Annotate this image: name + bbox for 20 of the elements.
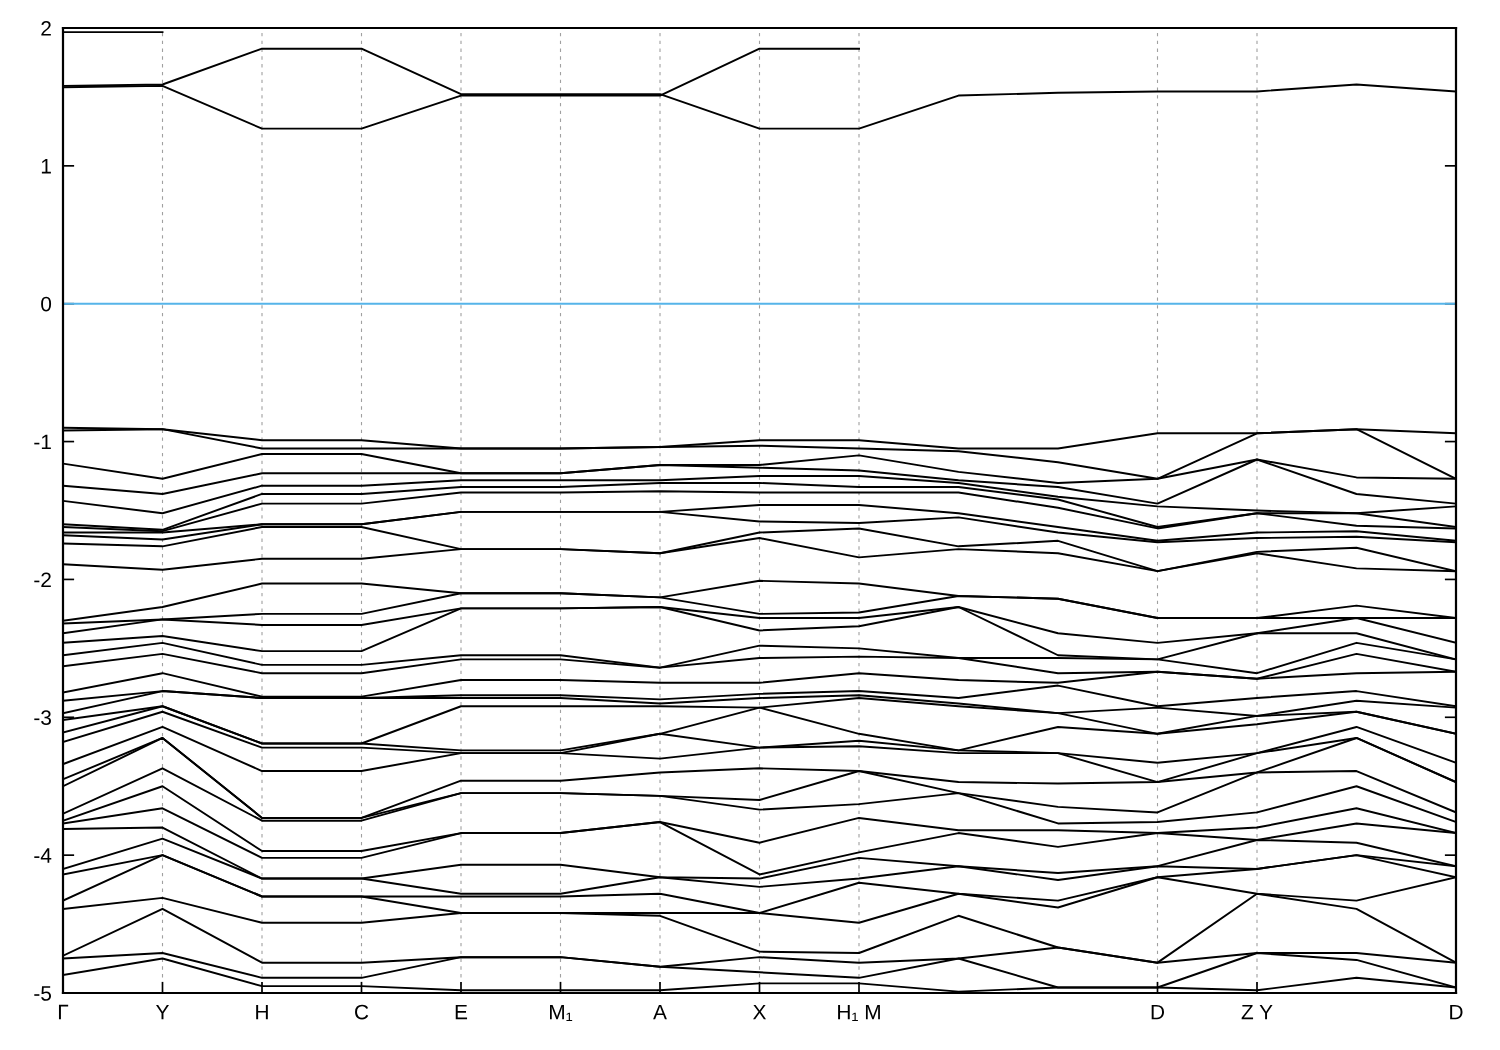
y-tick-label: -2: [34, 572, 51, 587]
x-tick-label: C: [355, 1004, 369, 1020]
x-tick-label: Y: [156, 1004, 169, 1020]
x-tick-label: H: [256, 1004, 268, 1020]
x-tick-label: D: [1450, 1004, 1463, 1020]
x-tick-label: M₁: [550, 1004, 573, 1021]
y-tick-label: 0: [41, 296, 52, 312]
x-tick-label: E: [455, 1004, 468, 1020]
x-tick-label: Γ: [58, 1004, 69, 1020]
y-tick-label: -4: [34, 848, 52, 863]
x-tick-label: Z Y: [1241, 1004, 1273, 1020]
y-tick-label: 1: [41, 159, 51, 174]
x-tick-label: A: [653, 1004, 667, 1020]
y-tick-label: -3: [34, 710, 51, 726]
x-tick-label: X: [753, 1004, 767, 1020]
x-tick-label: D: [1151, 1004, 1165, 1020]
y-tick-label: -5: [34, 986, 52, 1001]
y-tick-label: 2: [41, 21, 51, 36]
x-tick-label: H₁ M: [838, 1004, 880, 1021]
y-tick-label: -1: [34, 434, 51, 450]
